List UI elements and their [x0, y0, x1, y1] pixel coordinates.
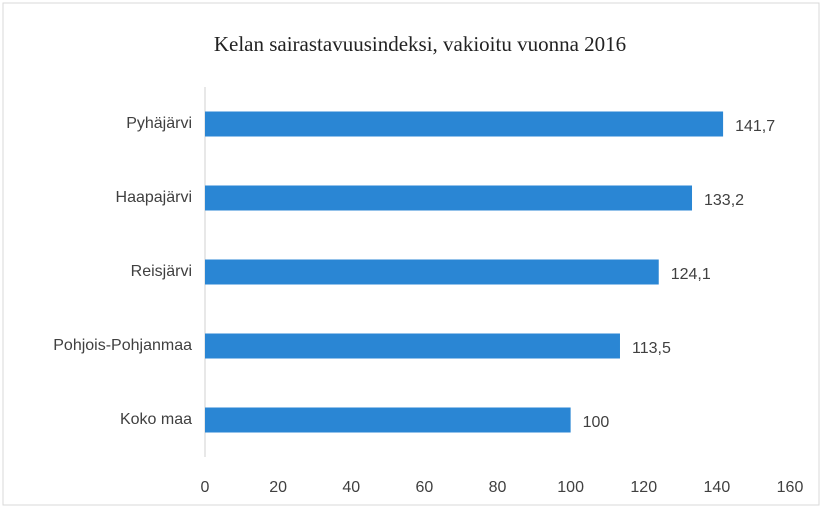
value-label: 141,7 [735, 118, 775, 135]
bar [205, 407, 571, 433]
x-tick-label: 160 [777, 479, 804, 496]
y-tick-label: Reisjärvi [131, 263, 192, 280]
bar [205, 111, 724, 137]
x-tick-label: 100 [557, 479, 584, 496]
y-tick-label: Pyhäjärvi [126, 115, 192, 132]
x-tick-label: 80 [489, 479, 507, 496]
y-tick-label: Haapajärvi [116, 189, 192, 206]
bar [205, 185, 693, 211]
x-tick-label: 120 [630, 479, 657, 496]
value-label: 133,2 [704, 192, 744, 209]
bar [205, 333, 620, 359]
y-tick-label: Pohjois-Pohjanmaa [53, 337, 192, 354]
value-label: 113,5 [632, 340, 671, 357]
value-label: 124,1 [671, 266, 711, 283]
x-tick-label: 40 [342, 479, 360, 496]
value-label: 100 [583, 414, 610, 431]
bar [205, 259, 659, 285]
x-tick-label: 60 [415, 479, 433, 496]
y-tick-label: Koko maa [120, 411, 192, 428]
x-tick-label: 20 [269, 479, 287, 496]
chart-title: Kelan sairastavuusindeksi, vakioitu vuon… [214, 32, 626, 56]
x-tick-label: 0 [201, 479, 210, 496]
x-tick-label: 140 [704, 479, 731, 496]
